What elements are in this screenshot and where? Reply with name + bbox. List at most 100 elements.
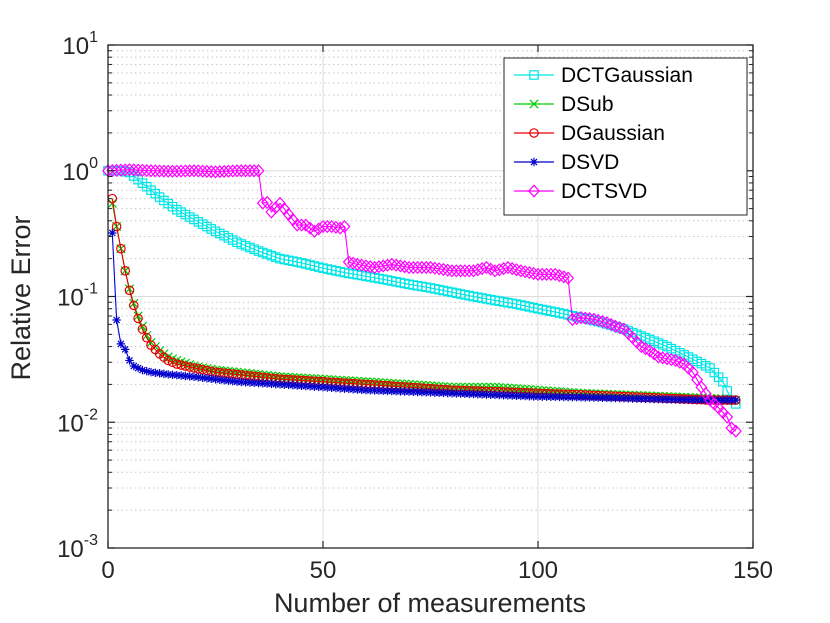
- data-point: [723, 395, 732, 405]
- data-point: [731, 395, 740, 405]
- data-point: [108, 228, 117, 238]
- data-point: [583, 312, 596, 326]
- data-point: [192, 164, 205, 178]
- data-point: [538, 392, 547, 401]
- data-point: [111, 221, 122, 232]
- data-point: [602, 393, 611, 403]
- data-point: [133, 313, 143, 324]
- data-point: [329, 220, 342, 234]
- data-point: [224, 376, 233, 385]
- data-point: [441, 263, 454, 277]
- data-point: [662, 395, 672, 404]
- data-point: [151, 368, 160, 377]
- data-point: [675, 395, 685, 404]
- data-point: [385, 257, 398, 271]
- data-point: [718, 395, 728, 405]
- data-point: [439, 388, 448, 398]
- legend-marker: [529, 70, 539, 80]
- data-point: [121, 345, 130, 354]
- data-point: [660, 352, 674, 366]
- data-point: [239, 164, 252, 178]
- data-point: [426, 388, 435, 397]
- data-point: [531, 267, 545, 281]
- data-point: [230, 164, 244, 178]
- data-point: [692, 395, 702, 405]
- legend-label: DGaussian: [561, 122, 665, 145]
- data-point: [187, 164, 201, 178]
- legend-entry-dctsvd: DCTSVD: [514, 180, 647, 203]
- data-point: [447, 389, 457, 398]
- data-point: [153, 164, 166, 178]
- data-point: [430, 388, 439, 397]
- data-point: [163, 355, 173, 366]
- data-point: [409, 387, 418, 397]
- data-point: [179, 164, 192, 178]
- data-point: [318, 382, 328, 392]
- data-point: [357, 385, 366, 395]
- data-point: [159, 369, 169, 379]
- data-point: [402, 260, 416, 275]
- data-point: [581, 393, 590, 402]
- data-point: [480, 260, 493, 275]
- legend-label: DCTSVD: [561, 180, 647, 203]
- data-point: [516, 391, 525, 401]
- data-point: [146, 368, 156, 377]
- data-point: [316, 219, 330, 234]
- data-point: [119, 163, 132, 177]
- data-point: [284, 380, 293, 390]
- data-point: [391, 387, 401, 396]
- series-line: [111, 198, 736, 401]
- data-point: [555, 392, 564, 402]
- data-point: [499, 391, 508, 400]
- data-point: [142, 366, 151, 376]
- x-tick-label: 150: [733, 557, 773, 584]
- data-point: [611, 393, 620, 403]
- data-point: [450, 264, 463, 278]
- x-axis-title: Number of measurements: [274, 588, 586, 618]
- data-point: [209, 165, 222, 179]
- legend-entry-dsvd: DSVD: [514, 151, 619, 174]
- data-point: [501, 260, 514, 275]
- series-dctsvd: [101, 163, 742, 438]
- data-point: [194, 373, 203, 382]
- data-point: [497, 262, 510, 276]
- data-point: [568, 392, 577, 402]
- data-point: [437, 262, 450, 277]
- data-point: [353, 385, 362, 394]
- data-point: [404, 387, 414, 396]
- data-point: [540, 267, 553, 281]
- data-point: [460, 389, 470, 398]
- x-tick-label: 100: [518, 557, 558, 584]
- y-tick-label: 100: [62, 155, 98, 186]
- data-point: [587, 312, 600, 326]
- data-point: [123, 163, 136, 177]
- data-point: [351, 257, 364, 271]
- data-point: [533, 392, 543, 401]
- data-point: [572, 393, 581, 402]
- data-point: [433, 262, 446, 276]
- data-point: [219, 376, 229, 385]
- data-point: [443, 388, 452, 398]
- data-point: [370, 386, 379, 395]
- data-point: [166, 164, 179, 178]
- data-point: [585, 393, 594, 402]
- data-point: [321, 219, 334, 234]
- data-point: [387, 386, 396, 396]
- data-point: [697, 395, 706, 405]
- data-point: [729, 424, 742, 438]
- data-point: [721, 410, 734, 424]
- data-point: [411, 260, 424, 275]
- data-point: [619, 394, 629, 403]
- data-point: [331, 383, 341, 393]
- data-point: [525, 392, 534, 401]
- data-point: [205, 165, 218, 179]
- data-point: [536, 267, 549, 281]
- data-point: [563, 392, 573, 402]
- data-point: [596, 314, 609, 329]
- data-point: [379, 386, 388, 395]
- data-point: [514, 264, 527, 278]
- data-point: [654, 394, 663, 404]
- data-point: [400, 387, 409, 396]
- data-point: [445, 264, 459, 278]
- data-point: [727, 395, 736, 405]
